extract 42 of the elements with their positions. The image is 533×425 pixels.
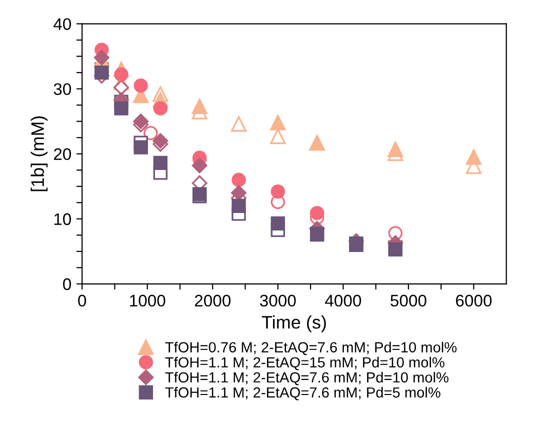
x-tick-label: 6000 (456, 294, 492, 307)
point (232, 172, 246, 187)
point (133, 114, 149, 130)
point (192, 158, 208, 174)
y-tick-label: 40 (54, 18, 72, 30)
point (152, 133, 168, 149)
x-tick-label: 2000 (194, 294, 231, 307)
y-axis-title: [1b] (mM) (30, 116, 48, 192)
point (270, 128, 286, 144)
point (153, 156, 168, 170)
point (232, 198, 246, 213)
legend-label: TfOH=1.1 M; 2-EtAQ=7.6 mM; Pd=5 mol% (165, 386, 440, 400)
x-tick-label: 1000 (130, 294, 166, 307)
point (388, 142, 404, 158)
legend-label: TfOH=0.76 M; 2-EtAQ=7.6 mM; Pd=10 mol% (165, 342, 457, 356)
point (134, 78, 148, 93)
y-tick-label: 0 (63, 278, 72, 290)
point (270, 184, 285, 199)
point (94, 65, 109, 80)
point (270, 114, 286, 130)
point (153, 101, 168, 116)
x-tick-label: 4000 (325, 294, 362, 307)
x-axis-title: Time (s) (262, 315, 326, 332)
point (310, 206, 324, 220)
point (270, 216, 285, 231)
point (114, 101, 128, 116)
point (134, 140, 148, 154)
x-tick-label: 0 (78, 294, 86, 307)
x-tick-label: 3000 (260, 294, 296, 307)
point (230, 116, 247, 132)
legend-label: TfOH=1.1 M; 2-EtAQ=15 mM; Pd=10 mol% (165, 356, 444, 370)
point (466, 149, 482, 165)
x-tick-label: 5000 (390, 294, 426, 307)
point (114, 80, 129, 96)
y-tick-label: 10 (54, 213, 72, 226)
point (231, 185, 246, 201)
y-tick-label: 20 (54, 148, 72, 160)
point (144, 126, 158, 140)
point (114, 67, 128, 82)
legend-label: TfOH=1.1 M; 2-EtAQ=7.6 mM; Pd=10 mol% (165, 372, 448, 386)
point (192, 98, 208, 114)
y-tick-label: 30 (54, 83, 72, 96)
